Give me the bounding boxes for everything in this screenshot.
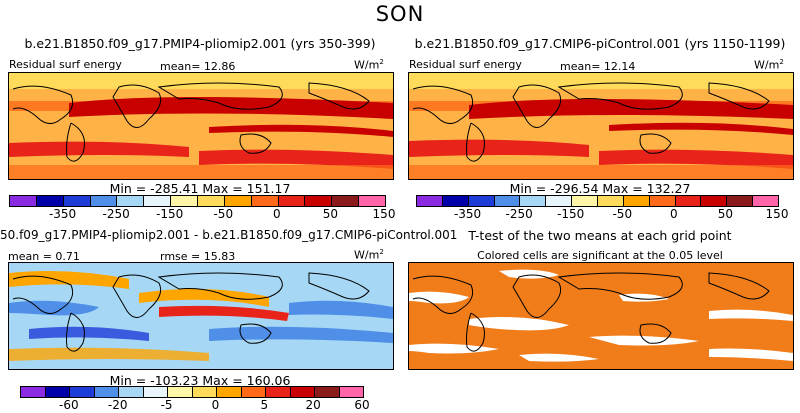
colorbar-swatch (36, 196, 64, 206)
colorbar-tick-label: 50 (322, 207, 339, 221)
panel-title-bottom-left: 50.f09_g17.PMIP4-pliomip2.001 - b.e21.B1… (0, 228, 458, 242)
colorbar-swatch (649, 196, 676, 206)
significance-note: Colored cells are significant at the 0.0… (477, 249, 723, 262)
colorbar-tick-label: -20 (107, 398, 128, 412)
colorbar-tick-label: -50 (612, 207, 633, 221)
map-top-right (408, 72, 794, 180)
colorbar-swatch (198, 196, 225, 206)
colorbar-swatch (442, 196, 469, 206)
colorbar-swatch (339, 387, 363, 397)
map-bottom-right (408, 262, 794, 370)
colorbar-swatch (315, 387, 340, 397)
colorbar-swatch (623, 196, 650, 206)
colorbar-swatch (90, 196, 118, 206)
colorbar-tick-label: 20 (305, 398, 321, 412)
colorbar-tick-label: 50 (717, 207, 734, 221)
colorbar-tick-label: -5 (160, 398, 173, 412)
colorbar-tick-label: 0 (211, 398, 220, 412)
colorbar-tick-label: -60 (59, 398, 79, 412)
colorbar-swatch (266, 387, 291, 397)
minmax-top-right: Min = -296.54 Max = 132.27 (509, 181, 691, 196)
colorbar-swatch (572, 196, 599, 206)
minmax-top-left: Min = -285.41 Max = 151.17 (109, 181, 291, 196)
colorbar-swatch (10, 196, 37, 206)
colorbar-swatch (701, 196, 728, 206)
colorbar-tick-label: -50 (213, 207, 234, 221)
colorbar-swatch (168, 387, 193, 397)
colorbar-ticks-top-left: -350 -250 -150 -50 0 50 150 (9, 207, 396, 223)
colorbar-tick-label: -150 (557, 207, 585, 221)
variable-label-top-right: Residual surf energy (409, 58, 522, 71)
colorbar-bottom-left (20, 386, 364, 398)
colorbar-tick-label: 150 (765, 207, 789, 221)
colorbar-swatch (727, 196, 754, 206)
colorbar-swatch (359, 196, 386, 206)
colorbar-tick-label: 0 (273, 207, 281, 221)
colorbar-swatch (251, 196, 279, 206)
map-bottom-left (8, 262, 394, 370)
minmax-bottom-left: Min = -103.23 Max = 160.06 (109, 373, 291, 388)
colorbar-swatch (598, 196, 624, 206)
colorbar-tick-label: -250 (505, 207, 533, 221)
colorbar-tick-label: -250 (102, 207, 130, 221)
colorbar-tick-label: -150 (156, 207, 184, 221)
colorbar-tick-label: -350 (453, 207, 482, 221)
colorbar-swatch (21, 387, 46, 397)
colorbar-swatch (217, 387, 242, 397)
colorbar-ticks-bottom-left: -60 -20 -5 0 5 20 60 (20, 398, 370, 413)
colorbar-swatch (224, 196, 252, 206)
colorbar-swatch (144, 196, 172, 206)
colorbar-swatch (192, 387, 217, 397)
colorbar-tick-label: 5 (260, 398, 269, 412)
mean-label-top-right: mean= 12.14 (560, 60, 636, 73)
mean-label-bottom-left: mean = 0.71 (8, 250, 80, 263)
colorbar-swatch (305, 196, 333, 206)
map-bottom-right-plot (409, 263, 793, 369)
colorbar-top-right (416, 195, 779, 207)
colorbar-tick-label: 60 (354, 398, 370, 412)
colorbar-swatch (290, 387, 315, 397)
colorbar-swatch (546, 196, 573, 206)
panel-title-bottom-right: T-test of the two means at each grid poi… (468, 228, 732, 243)
map-top-left-plot (9, 73, 393, 179)
colorbar-swatch (468, 196, 495, 206)
variable-label-top-left: Residual surf energy (9, 58, 122, 71)
colorbar-swatch (417, 196, 443, 206)
mean-label-top-left: mean= 12.86 (160, 60, 236, 73)
colorbar-swatch (278, 196, 306, 206)
colorbar-swatch (332, 196, 360, 206)
units-label-bottom-left: W/m2 (354, 248, 384, 262)
colorbar-swatch (63, 196, 91, 206)
colorbar-ticks-top-right: -350 -250 -150 -50 0 50 150 (416, 207, 789, 223)
colorbar-swatch (45, 387, 70, 397)
units-label-top-left: W/m2 (354, 58, 384, 72)
colorbar-swatch (494, 196, 521, 206)
colorbar-swatch (119, 387, 144, 397)
map-top-left (8, 72, 394, 180)
colorbar-swatch (70, 387, 95, 397)
units-label-top-right: W/m2 (754, 58, 784, 72)
colorbar-swatch (171, 196, 199, 206)
colorbar-tick-label: 150 (372, 207, 396, 221)
colorbar-top-left (9, 195, 386, 207)
rmse-label-bottom-left: rmse = 15.83 (160, 250, 236, 263)
colorbar-swatch (675, 196, 702, 206)
map-bottom-left-plot (9, 263, 393, 369)
colorbar-swatch (94, 387, 119, 397)
colorbar-swatch (241, 387, 266, 397)
colorbar-swatch (753, 196, 779, 206)
colorbar-swatch (520, 196, 547, 206)
map-top-right-plot (409, 73, 793, 179)
colorbar-tick-label: -350 (48, 207, 77, 221)
panel-title-top-right: b.e21.B1850.f09_g17.CMIP6-piControl.001 … (414, 36, 786, 51)
colorbar-swatch (143, 387, 168, 397)
season-title: SON (375, 2, 425, 26)
colorbar-tick-label: 0 (670, 207, 678, 221)
colorbar-swatch (117, 196, 145, 206)
panel-title-top-left: b.e21.B1850.f09_g17.PMIP4-pliomip2.001 (… (24, 36, 376, 51)
